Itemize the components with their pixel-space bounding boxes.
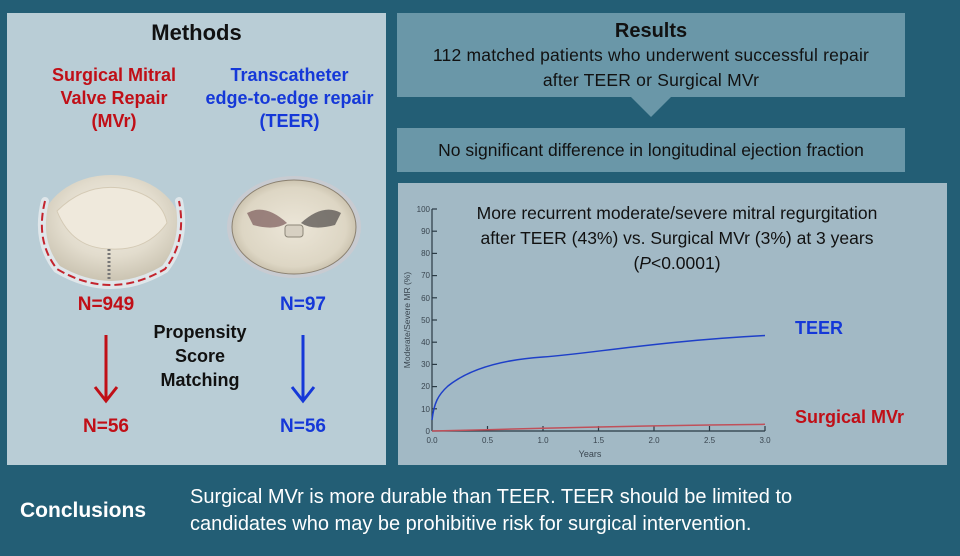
methods-panel: Methods Surgical Mitral Valve Repair (MV… bbox=[7, 13, 386, 465]
psm-line: Score bbox=[174, 346, 226, 366]
chart-headline: More recurrent moderate/severe mitral re… bbox=[438, 201, 916, 276]
surgical-n-start: N=949 bbox=[77, 294, 135, 315]
svg-text:90: 90 bbox=[421, 227, 430, 236]
svg-text:100: 100 bbox=[417, 205, 431, 214]
teer-n-end: N=56 bbox=[280, 416, 326, 437]
results-box: Results 112 matched patients who underwe… bbox=[397, 13, 905, 97]
svg-text:70: 70 bbox=[421, 271, 430, 280]
svg-text:20: 20 bbox=[421, 382, 430, 391]
x-axis-label: Years bbox=[579, 449, 602, 459]
teer-title-line: edge-to-edge repair bbox=[205, 88, 374, 108]
surgical-title-line: Surgical Mitral bbox=[51, 65, 177, 85]
svg-text:0: 0 bbox=[426, 427, 431, 436]
surgical-valve-illustration bbox=[37, 175, 186, 289]
psm-line: Matching bbox=[160, 370, 240, 390]
mr-chart-panel: 100 90 80 70 60 50 40 30 20 10 0 Moderat… bbox=[398, 183, 947, 465]
svg-text:80: 80 bbox=[421, 249, 430, 258]
chart-headline-line: after TEER (43%) vs. Surgical MVr (3%) a… bbox=[480, 228, 874, 248]
teer-valve-illustration bbox=[227, 176, 361, 278]
y-axis-label: Moderate/Severe MR (%) bbox=[402, 272, 412, 369]
svg-text:1.0: 1.0 bbox=[537, 436, 549, 445]
results-pointer-icon bbox=[631, 97, 671, 117]
svg-text:10: 10 bbox=[421, 405, 430, 414]
svg-text:1.5: 1.5 bbox=[593, 436, 605, 445]
legend-surgical-mvr: Surgical MVr bbox=[795, 407, 905, 427]
svg-text:3.0: 3.0 bbox=[759, 436, 771, 445]
surgical-series-line bbox=[431, 423, 766, 432]
surgical-n-end: N=56 bbox=[83, 416, 129, 437]
conclusions-bar: Conclusions Surgical MVr is more durable… bbox=[0, 470, 960, 556]
p-value: (P<0.0001) bbox=[633, 253, 721, 273]
svg-text:2.0: 2.0 bbox=[648, 436, 660, 445]
propensity-score-matching-label: Propensity Score Matching bbox=[135, 320, 265, 392]
y-tick-labels: 100 90 80 70 60 50 40 30 20 10 0 bbox=[417, 205, 431, 436]
ejection-fraction-finding: No significant difference in longitudina… bbox=[397, 128, 905, 172]
teer-title-line: Transcatheter bbox=[230, 65, 349, 85]
surgical-title-line: Valve Repair bbox=[60, 88, 168, 108]
svg-text:0.0: 0.0 bbox=[426, 436, 438, 445]
methods-title: Methods bbox=[151, 20, 242, 45]
legend-teer: TEER bbox=[795, 318, 844, 338]
x-tick-labels: 0.0 0.5 1.0 1.5 2.0 2.5 3.0 bbox=[426, 436, 771, 445]
chart-headline-line: More recurrent moderate/severe mitral re… bbox=[476, 203, 878, 223]
down-arrow-icon bbox=[290, 335, 316, 404]
teer-n-start: N=97 bbox=[280, 294, 326, 315]
svg-text:0.5: 0.5 bbox=[482, 436, 494, 445]
teer-title: Transcatheter edge-to-edge repair (TEER) bbox=[192, 64, 387, 133]
svg-text:50: 50 bbox=[421, 316, 430, 325]
conclusions-line: Surgical MVr is more durable than TEER. … bbox=[190, 486, 793, 508]
psm-line: Propensity bbox=[153, 322, 247, 342]
mr-line-chart: 100 90 80 70 60 50 40 30 20 10 0 Moderat… bbox=[402, 205, 771, 459]
conclusions-text: Surgical MVr is more durable than TEER. … bbox=[190, 484, 950, 538]
teer-series-line bbox=[431, 334, 766, 421]
results-body-line: 112 matched patients who underwent succe… bbox=[432, 45, 870, 65]
svg-text:30: 30 bbox=[421, 360, 430, 369]
teer-title-line: (TEER) bbox=[259, 111, 320, 131]
svg-text:40: 40 bbox=[421, 338, 430, 347]
down-arrow-icon bbox=[93, 335, 119, 404]
results-title: Results bbox=[614, 20, 688, 42]
y-axis bbox=[431, 208, 437, 431]
surgical-mvr-title: Surgical Mitral Valve Repair (MVr) bbox=[19, 64, 209, 133]
results-body-line: after TEER or Surgical MVr bbox=[542, 70, 760, 90]
surgical-title-line: (MVr) bbox=[91, 111, 137, 131]
conclusions-line: candidates who may be prohibitive risk f… bbox=[190, 513, 752, 535]
svg-text:2.5: 2.5 bbox=[704, 436, 716, 445]
conclusions-label: Conclusions bbox=[20, 499, 147, 522]
svg-text:60: 60 bbox=[421, 294, 430, 303]
